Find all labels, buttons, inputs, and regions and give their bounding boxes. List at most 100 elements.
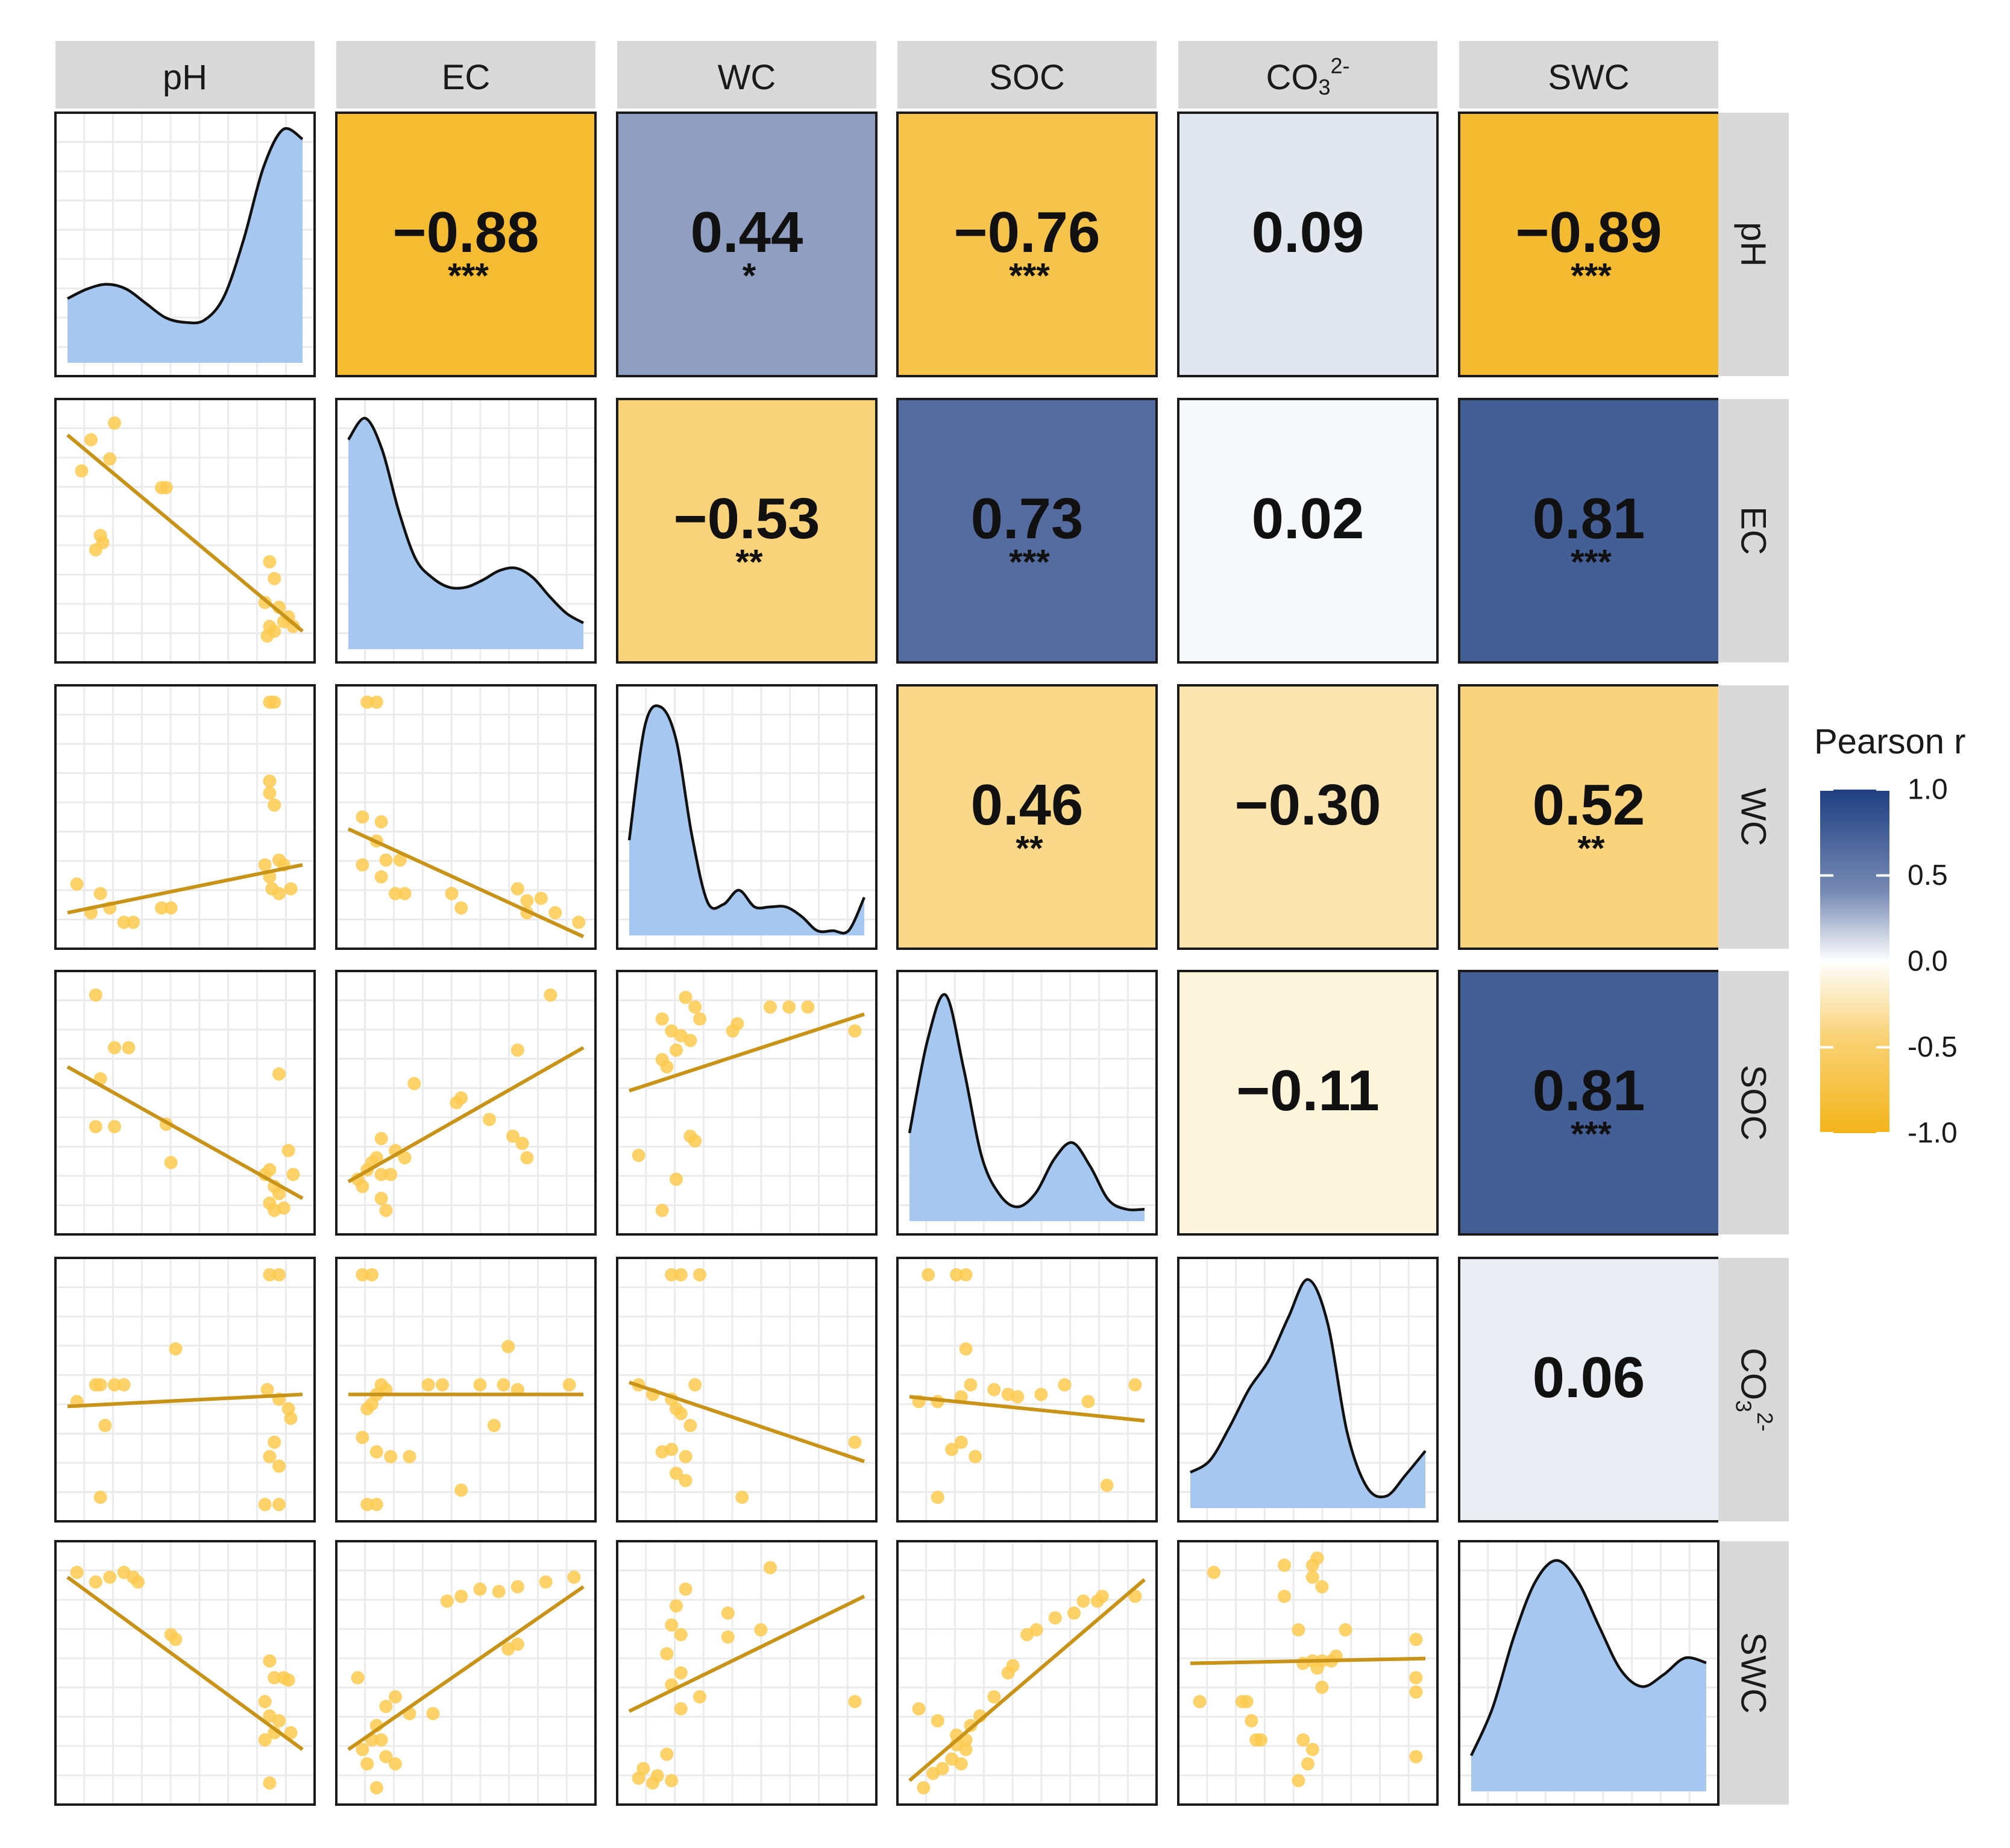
scatter-point bbox=[655, 1012, 669, 1026]
column-strip-bg bbox=[1459, 41, 1718, 108]
scatter-panel-swc-vs-ph bbox=[54, 1540, 316, 1806]
panel-border bbox=[54, 112, 316, 377]
row-strip-bg bbox=[1718, 1258, 1789, 1521]
scatter-point bbox=[501, 1340, 515, 1354]
scatter-point bbox=[284, 882, 298, 896]
regression-line bbox=[347, 827, 585, 938]
column-strip-soc: SOC bbox=[897, 41, 1157, 108]
panel-border bbox=[616, 684, 878, 950]
panel-grid bbox=[55, 1541, 315, 1805]
scatter-point bbox=[169, 1632, 183, 1646]
scatter-point bbox=[510, 882, 524, 896]
scatter-point bbox=[1058, 1378, 1072, 1392]
row-strip-swc: SWC bbox=[1718, 1541, 1789, 1805]
scatter-point bbox=[1076, 1594, 1090, 1608]
row-strip-soc: SOC bbox=[1718, 971, 1789, 1234]
scatter-point bbox=[1310, 1551, 1324, 1565]
correlation-value: −0.89 bbox=[1516, 200, 1662, 265]
scatter-point bbox=[917, 1781, 931, 1795]
row-strip-label-wc: WC bbox=[1734, 788, 1773, 846]
scatter-point bbox=[164, 901, 178, 915]
scatter-point bbox=[258, 1498, 272, 1512]
correlation-value: −0.88 bbox=[393, 200, 539, 265]
scatter-point bbox=[520, 1151, 534, 1164]
scatter-point bbox=[356, 1430, 369, 1444]
scatter-point bbox=[1128, 1378, 1142, 1392]
significance-stars: ** bbox=[1577, 829, 1605, 869]
scatter-point bbox=[683, 1034, 697, 1048]
correlation-panel-ec-co3: 0.02 bbox=[1177, 398, 1439, 664]
panel-border bbox=[896, 112, 1158, 377]
scatter-point bbox=[1278, 1558, 1291, 1572]
scatter-point bbox=[1305, 1743, 1319, 1756]
scatter-point bbox=[272, 887, 286, 900]
scatter-point bbox=[379, 1700, 393, 1714]
scatter-point bbox=[263, 1163, 277, 1177]
scatter-point bbox=[374, 870, 388, 884]
scatter-point bbox=[969, 1450, 982, 1463]
column-strip-label-wc: WC bbox=[718, 58, 776, 97]
scatter-point bbox=[384, 1168, 398, 1181]
scatter-panel-ec-vs-ph bbox=[54, 398, 316, 664]
regression-line bbox=[66, 1065, 304, 1200]
correlation-cell bbox=[1459, 1258, 1718, 1521]
scatter-panel-co3-vs-soc bbox=[896, 1257, 1158, 1523]
scatter-point bbox=[374, 1733, 388, 1747]
density-area bbox=[348, 418, 583, 649]
panel-border bbox=[616, 970, 878, 1236]
scatter-point bbox=[679, 990, 693, 1004]
column-strip-wc: WC bbox=[617, 41, 876, 108]
scatter-panel-soc-vs-ec bbox=[335, 970, 597, 1236]
panel-background bbox=[336, 1541, 595, 1805]
scatter-point bbox=[93, 887, 107, 900]
scatter-point bbox=[356, 1743, 369, 1756]
scatter-point bbox=[75, 464, 89, 478]
scatter-point bbox=[103, 1570, 117, 1584]
scatter-point bbox=[1095, 1589, 1109, 1603]
scatter-point bbox=[258, 858, 272, 872]
panel-border bbox=[335, 1540, 597, 1806]
panel-border bbox=[54, 684, 316, 950]
panel-border bbox=[896, 684, 1158, 950]
scatter-point bbox=[735, 1491, 749, 1504]
correlation-panel-wc-co3: −0.30 bbox=[1177, 684, 1439, 950]
density-line bbox=[1189, 1278, 1427, 1498]
density-panel-co3 bbox=[1177, 1257, 1439, 1523]
scatter-point bbox=[421, 1378, 435, 1392]
scatter-point bbox=[688, 1000, 702, 1014]
column-strip-label-ec: EC bbox=[442, 58, 491, 97]
scatter-point bbox=[356, 810, 369, 824]
scatter-point bbox=[1315, 1580, 1329, 1594]
correlation-cell bbox=[1178, 113, 1437, 376]
panel-border bbox=[1177, 684, 1439, 950]
scatter-point bbox=[384, 1450, 398, 1463]
panel-border bbox=[1177, 112, 1439, 377]
scatter-point bbox=[473, 1582, 487, 1596]
scatter-point bbox=[1278, 1589, 1291, 1603]
scatter-panel-soc-vs-ph bbox=[54, 970, 316, 1236]
panel-border bbox=[54, 1257, 316, 1523]
row-strip-wc: WC bbox=[1718, 685, 1789, 949]
scatter-point bbox=[281, 1673, 295, 1687]
correlation-cell bbox=[617, 399, 876, 662]
panel-background bbox=[897, 1258, 1157, 1521]
scatter-point bbox=[108, 416, 121, 430]
panel-border bbox=[896, 1257, 1158, 1523]
panel-background bbox=[897, 1541, 1157, 1805]
correlation-panel-co3-swc: 0.06 bbox=[1458, 1257, 1718, 1523]
scatter-point bbox=[1409, 1685, 1423, 1699]
scatter-point bbox=[268, 1435, 281, 1449]
correlation-panel-ph-swc: −0.89*** bbox=[1458, 112, 1718, 377]
regression-line bbox=[347, 1585, 585, 1752]
scatter-point bbox=[454, 1483, 468, 1497]
column-strip-bg bbox=[336, 41, 595, 108]
significance-stars: *** bbox=[1571, 257, 1612, 296]
column-strip-label-soc: SOC bbox=[989, 58, 1065, 97]
column-strip-bg bbox=[55, 41, 315, 108]
column-strip-co3: CO32- bbox=[1178, 41, 1437, 108]
scatter-point bbox=[440, 1594, 454, 1608]
scatter-point bbox=[1409, 1750, 1423, 1764]
row-strip-co3: CO32- bbox=[1718, 1258, 1789, 1521]
scatter-point bbox=[506, 1130, 520, 1143]
scatter-point bbox=[268, 695, 281, 709]
